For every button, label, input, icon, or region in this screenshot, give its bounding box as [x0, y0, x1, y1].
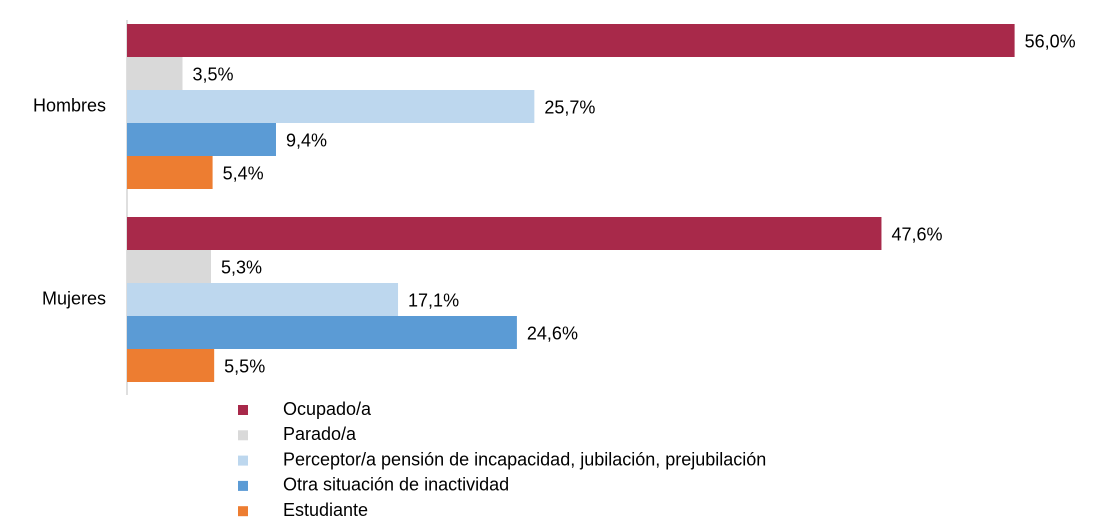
value-label: 56,0%	[1025, 31, 1076, 51]
value-label: 5,3%	[221, 257, 262, 277]
category-label: Mujeres	[42, 288, 106, 308]
value-label: 17,1%	[408, 290, 459, 310]
legend-label: Otra situación de inactividad	[283, 475, 509, 495]
value-label: 24,6%	[527, 323, 578, 343]
bar	[127, 156, 213, 189]
value-label: 25,7%	[544, 97, 595, 117]
legend-swatch	[238, 430, 248, 441]
legend-label: Parado/a	[283, 424, 357, 444]
value-label: 5,4%	[223, 163, 264, 183]
bar	[127, 316, 517, 349]
value-label: 5,5%	[224, 356, 265, 376]
bar	[127, 123, 276, 156]
legend-swatch	[238, 480, 248, 491]
category-label: Hombres	[33, 95, 106, 115]
legend-swatch	[238, 455, 248, 466]
bar	[127, 217, 882, 250]
value-label: 9,4%	[286, 130, 327, 150]
legend-label: Ocupado/a	[283, 399, 372, 419]
legend-swatch	[238, 506, 248, 517]
bar	[127, 90, 535, 123]
legend-label: Perceptor/a pensión de incapacidad, jubi…	[283, 449, 766, 469]
bar	[127, 24, 1015, 57]
bar	[127, 349, 215, 382]
legend-swatch	[238, 405, 248, 415]
value-label: 3,5%	[192, 64, 233, 84]
bar	[127, 283, 399, 316]
legend-label: Estudiante	[283, 500, 368, 517]
bar	[127, 250, 212, 283]
bar	[127, 57, 183, 90]
value-label: 47,6%	[891, 224, 942, 244]
